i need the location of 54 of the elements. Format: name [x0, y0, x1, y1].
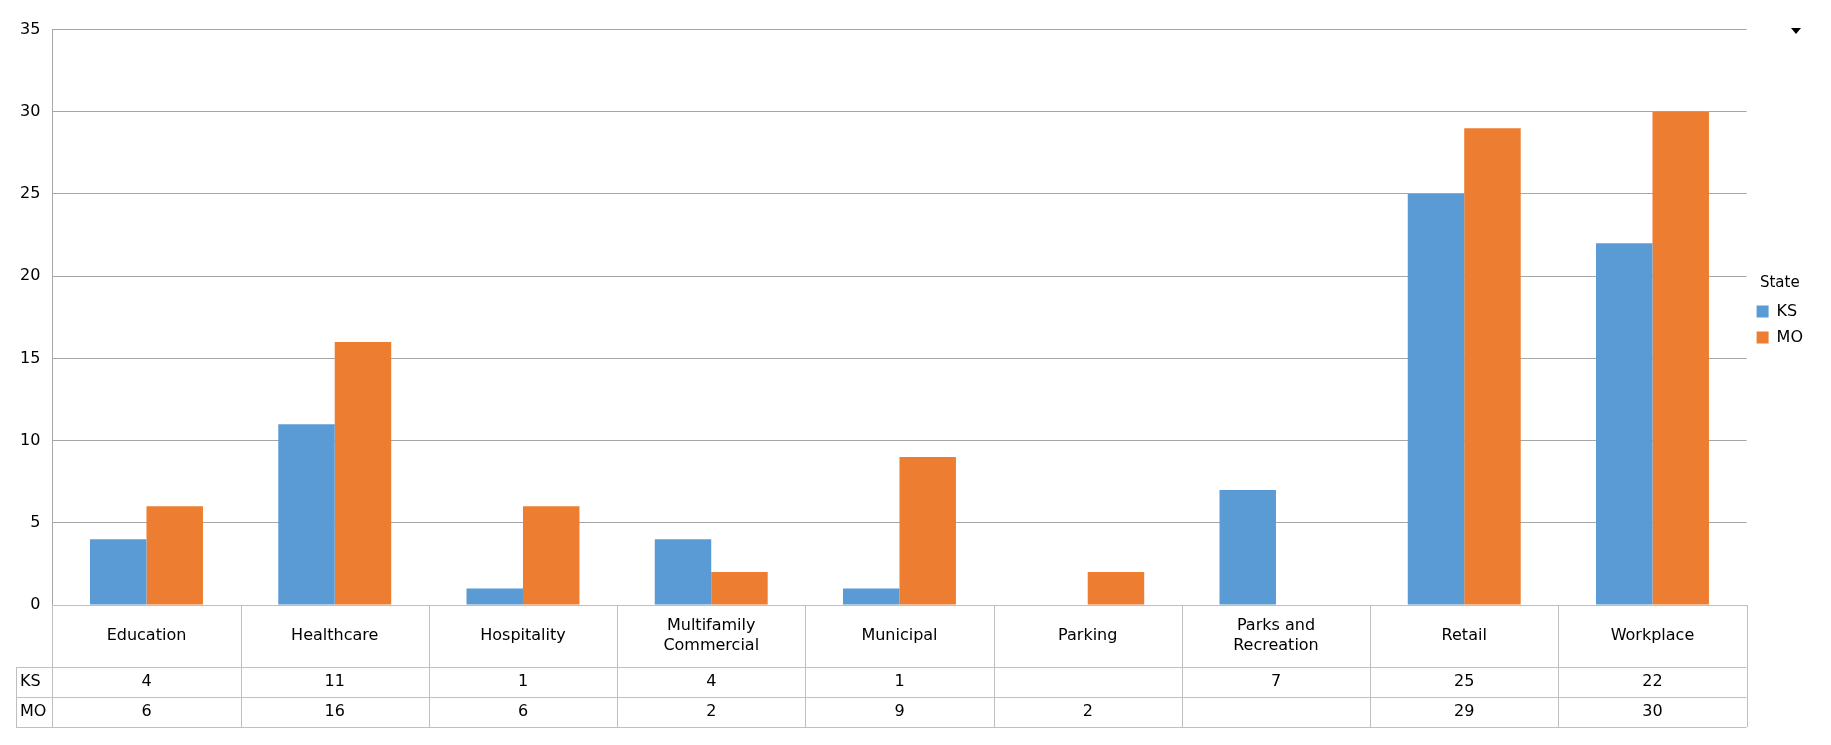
data-label: 2 [1082, 701, 1093, 721]
bar [466, 588, 523, 605]
y-tick-label: 35 [20, 18, 41, 38]
data-label: 4 [706, 671, 717, 691]
y-tick-label: 20 [20, 265, 41, 285]
x-tick-label: Workplace [1610, 625, 1695, 645]
y-tick-label: 15 [20, 347, 41, 367]
data-label: 25 [1454, 671, 1475, 691]
y-tick-label: 25 [20, 183, 41, 203]
bar [1087, 572, 1145, 605]
bar [1596, 243, 1653, 605]
text: KS [20, 671, 41, 691]
bar [843, 588, 900, 605]
bar [90, 539, 147, 605]
bar [334, 341, 392, 605]
x-tick-label: Municipal [861, 625, 938, 645]
data-label: 6 [141, 701, 152, 721]
legend-label: MO [1776, 326, 1804, 346]
bar [899, 457, 956, 605]
x-tick-label: Hospitality [480, 625, 566, 645]
bar [711, 572, 768, 605]
legend-title: State [1759, 272, 1800, 291]
data-label: 11 [324, 671, 345, 691]
bar [1219, 489, 1276, 605]
legend-label: KS [1776, 300, 1798, 320]
data-label: 1 [894, 671, 905, 691]
data-label: 2 [706, 701, 717, 721]
y-tick-label: 0 [30, 594, 41, 614]
data-label: 22 [1642, 671, 1663, 691]
data-label: 16 [324, 701, 345, 721]
text: MO [20, 701, 47, 721]
data-label: 9 [894, 701, 905, 721]
data-label: 1 [517, 671, 529, 691]
x-tick-label: Parking [1058, 625, 1118, 645]
x-tick-label: Healthcare [291, 625, 379, 645]
bar [522, 506, 580, 605]
x-tick-label: Retail [1441, 625, 1487, 645]
data-label: 6 [517, 701, 529, 721]
bar [278, 424, 335, 605]
data-label: 4 [141, 671, 152, 691]
bar [654, 539, 712, 605]
y-tick-label: 30 [20, 100, 41, 120]
bar [1652, 111, 1709, 605]
data-label: 7 [1270, 671, 1282, 691]
data-label: 29 [1454, 701, 1475, 721]
y-tick-label: 10 [20, 429, 41, 449]
bar [146, 506, 203, 605]
data-label: 30 [1642, 701, 1663, 721]
bar [1464, 128, 1521, 605]
x-tick-label: Parks and Recreation [1233, 615, 1319, 655]
x-tick-label: Multifamily Commercial [663, 615, 760, 655]
bar [1407, 194, 1465, 605]
x-tick-label: Education [106, 625, 187, 645]
y-tick-label: 5 [30, 511, 41, 531]
